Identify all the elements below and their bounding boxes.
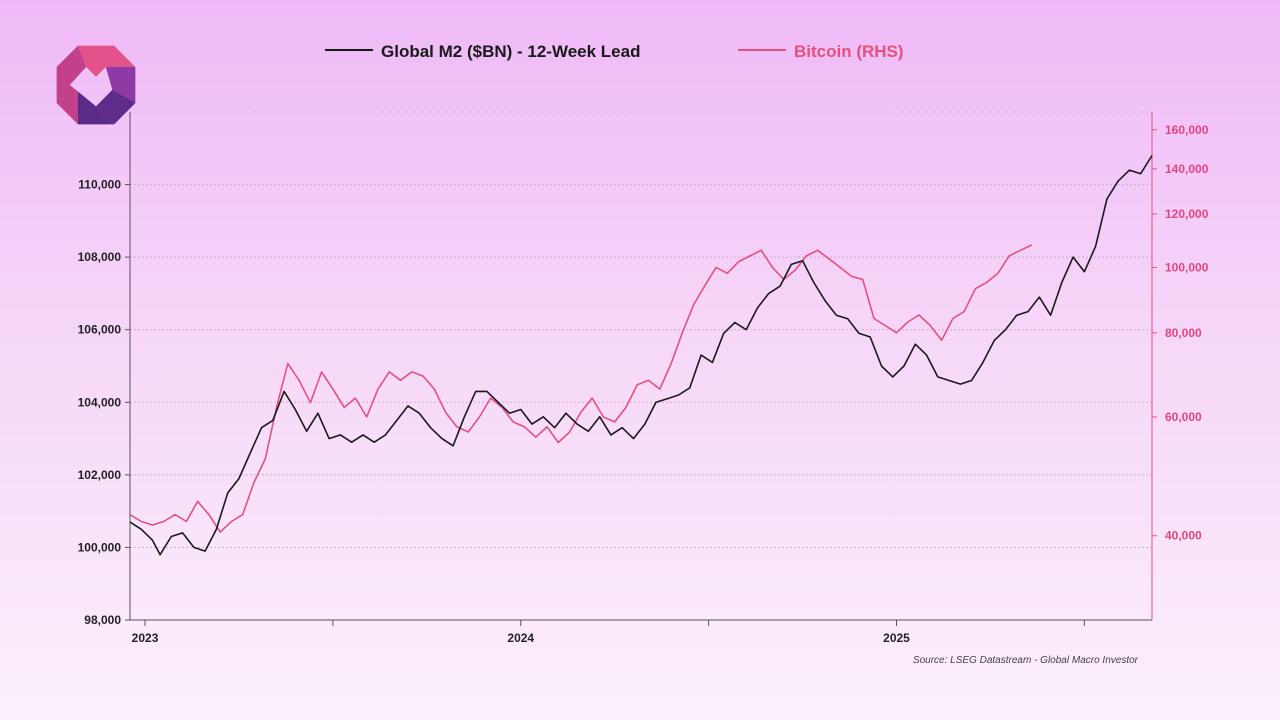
series-line-bitcoin (129, 244, 1033, 533)
series-line-global-m2 (129, 155, 1153, 556)
legend-btc-label: Bitcoin (RHS) (794, 42, 904, 61)
legend-m2-label: Global M2 ($BN) - 12-Week Lead (381, 42, 640, 61)
axes: 98,000 100,000 102,000 104,000 106,000 108,00… (78, 112, 1209, 645)
y-left-tick-label: 106,000 (78, 323, 122, 337)
y-right-tick-label: 80,000 (1165, 326, 1202, 340)
y-left-tick-label: 102,000 (78, 468, 122, 482)
x-tick-label: 2025 (883, 631, 910, 645)
x-tick-label: 2024 (507, 631, 534, 645)
brand-logo-icon (56, 45, 136, 125)
y-right-tick-label: 60,000 (1165, 410, 1202, 424)
y-left-tick-label: 98,000 (84, 613, 121, 627)
y-right-tick-label: 140,000 (1165, 162, 1209, 176)
legend: Global M2 ($BN) - 12-Week Lead Bitcoin (… (325, 42, 904, 61)
x-tick-label: 2023 (132, 631, 159, 645)
y-right-tick-label: 40,000 (1165, 529, 1202, 543)
y-left-tick-label: 110,000 (78, 178, 121, 192)
series-lines (129, 155, 1153, 556)
gridlines (130, 111, 1152, 548)
y-right-tick-label: 100,000 (1165, 260, 1209, 274)
y-left-tick-label: 108,000 (78, 250, 122, 264)
y-left-tick-label: 104,000 (78, 395, 122, 409)
source-note: Source: LSEG Datastream - Global Macro I… (913, 655, 1139, 666)
y-right-tick-label: 120,000 (1165, 207, 1209, 221)
y-left-tick-label: 100,000 (78, 540, 122, 554)
y-right-tick-label: 160,000 (1165, 123, 1209, 137)
